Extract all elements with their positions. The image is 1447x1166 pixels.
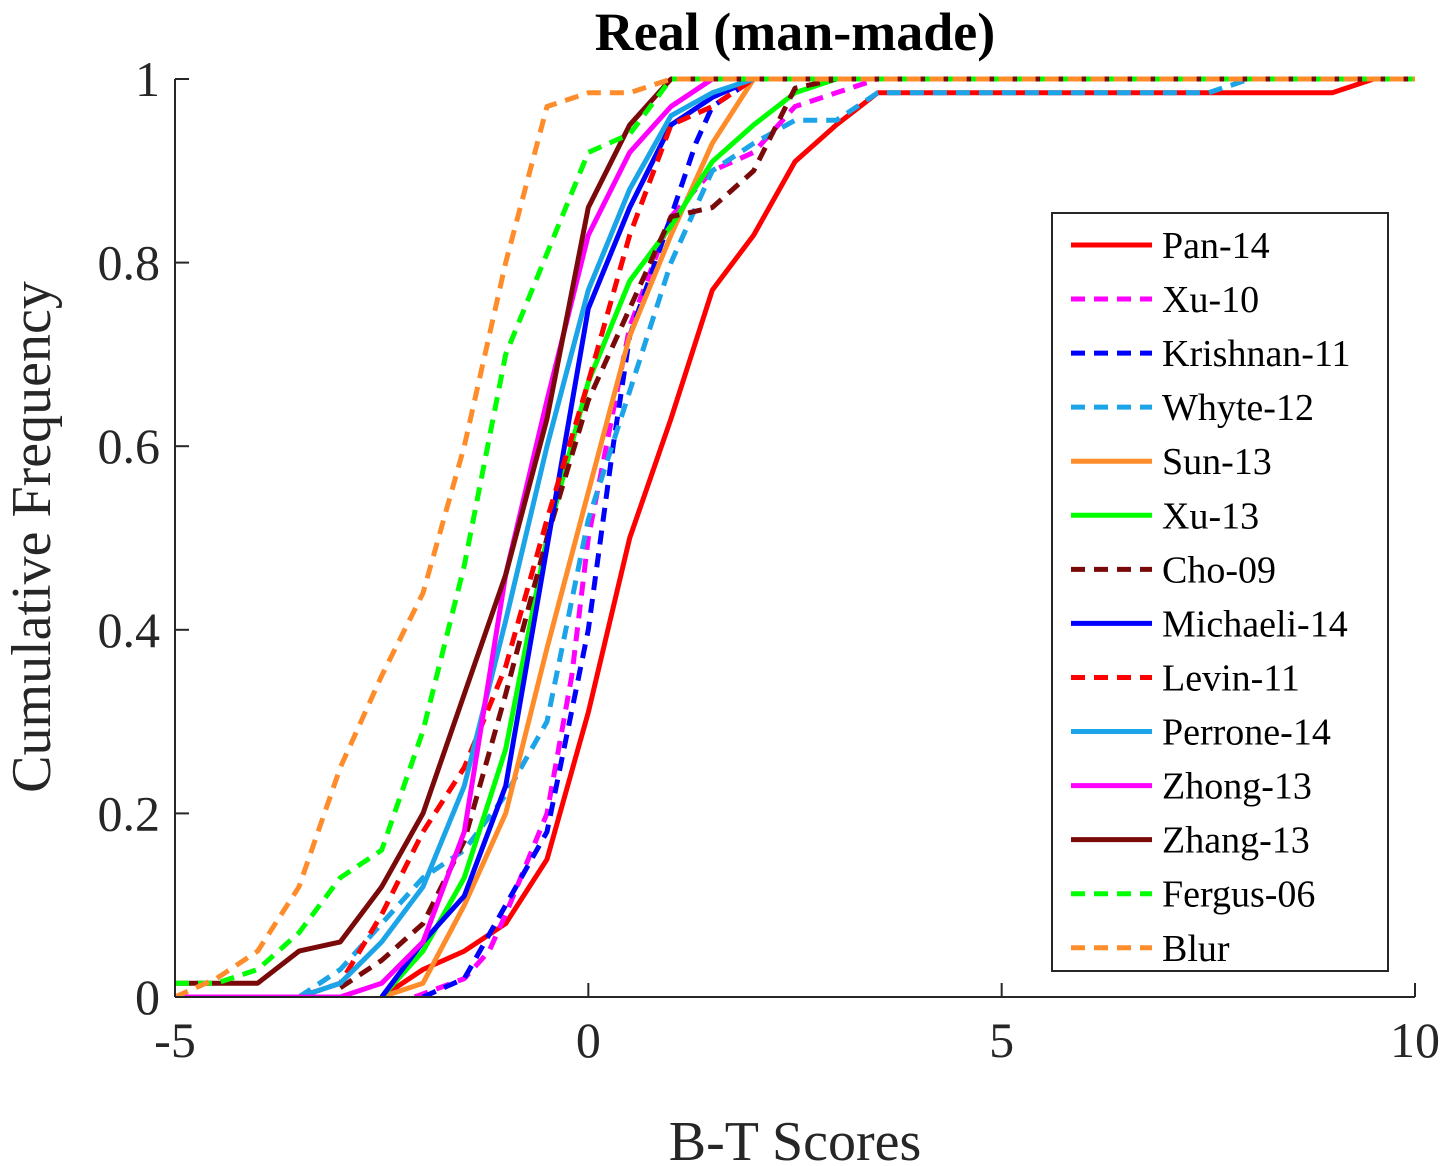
series-line-cho-09 [338,76,1415,990]
legend-label: Perrone-14 [1162,712,1331,754]
series-line-perrone-14 [298,76,1415,998]
series-line-zhang-13 [175,76,1415,986]
legend-label: Krishnan-11 [1162,333,1351,375]
legend-label: Levin-11 [1162,657,1300,699]
y-tick-label: 0.4 [98,602,161,658]
series-line-sun-13 [380,76,1415,998]
legend: Pan-14 Xu-10 Krishnan-11 Whyte-12 Sun-13 Xu-1… [1051,212,1389,972]
series-line-pan-14 [380,76,1415,998]
legend-label: Pan-14 [1162,225,1270,267]
y-tick-label: 1 [135,51,160,107]
x-tick-label: 5 [989,1012,1014,1068]
series-line-fergus-06 [175,76,1415,986]
y-tick-label: 0.6 [98,418,161,474]
series-layer [175,76,1415,998]
legend-box [1051,212,1389,972]
legend-label: Xu-13 [1162,495,1259,537]
legend-label: Cho-09 [1162,549,1276,591]
legend-label: Sun-13 [1162,441,1272,483]
legend-label: Michaeli-14 [1162,603,1348,645]
legend-label: Fergus-06 [1162,874,1315,916]
series-line-blur [175,76,1415,998]
x-tick-label: -5 [154,1012,196,1068]
chart-title: Real (man-made) [595,2,995,62]
legend-label: Zhang-13 [1162,820,1310,862]
series-line-xu-10 [413,76,1415,998]
series-line-whyte-12 [297,76,1415,998]
y-tick-label: 0 [135,969,160,1025]
y-tick-label: 0.2 [98,785,161,841]
legend-label: Xu-10 [1162,279,1259,321]
x-tick-label: 0 [576,1012,601,1068]
x-tick-label: 10 [1390,1012,1440,1068]
y-tick-label: 0.8 [98,235,161,291]
legend-label: Whyte-12 [1162,387,1314,429]
series-line-michaeli-14 [379,76,1415,998]
x-axis-label: B-T Scores [669,1111,922,1166]
legend-label: Zhong-13 [1162,766,1312,808]
y-axis-label: Cumulative Frequency [1,281,63,793]
legend-label: Blur [1162,928,1230,970]
